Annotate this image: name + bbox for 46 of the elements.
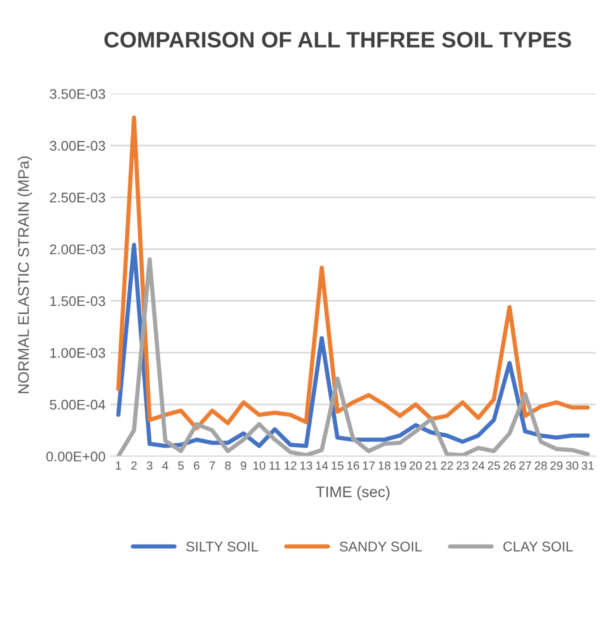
x-tick-label: 16	[347, 461, 360, 470]
x-tick-label: 18	[378, 461, 390, 470]
x-axis-title: TIME (sec)	[316, 486, 390, 500]
y-tick-label: 2.50E-03	[50, 192, 106, 202]
legend-label: SANDY SOIL	[340, 542, 422, 552]
x-tick-label: 3	[146, 461, 152, 470]
y-tick-label: 0.00E+00	[46, 452, 106, 462]
chart-title: COMPARISON OF ALL THFREE SOIL TYPES	[104, 32, 572, 48]
x-tick-label: 7	[210, 462, 215, 470]
y-tick-label: 1.50E-03	[50, 296, 106, 306]
x-tick-label: 2	[131, 461, 137, 470]
y-tick-label: 3.50E-03	[50, 89, 106, 99]
y-axis-title: NORMAL ELASTIC STRAIN (MPa)	[18, 156, 32, 394]
x-tick-label: 10	[254, 461, 266, 470]
x-tick-label: 24	[472, 461, 484, 470]
x-tick-label: 1	[116, 462, 122, 470]
x-tick-label: 19	[394, 461, 406, 470]
x-tick-label: 12	[284, 461, 296, 470]
x-tick-label: 27	[519, 461, 532, 470]
y-tick-label: 5.00E-04	[50, 400, 106, 410]
x-tick-label: 20	[410, 461, 422, 470]
x-tick-label: 17	[363, 462, 375, 470]
legend-label: CLAY SOIL	[503, 542, 573, 552]
x-tick-label: 30	[566, 461, 578, 470]
x-tick-label: 26	[504, 461, 516, 470]
x-tick-label: 11	[270, 462, 280, 470]
y-tick-label: 1.00E-03	[50, 348, 106, 358]
x-tick-label: 4	[162, 462, 168, 470]
x-tick-label: 8	[225, 461, 231, 470]
x-tick-label: 15	[332, 462, 344, 470]
x-tick-label: 6	[194, 461, 200, 470]
y-tick-label: 3.00E-03	[50, 140, 106, 151]
x-tick-label: 22	[440, 461, 453, 470]
x-tick-label: 23	[456, 461, 469, 470]
x-tick-label: 13	[300, 461, 312, 470]
x-tick-label: 29	[550, 461, 562, 470]
x-tick-label: 28	[534, 461, 547, 470]
x-tick-label: 21	[425, 461, 438, 470]
x-tick-label: 31	[582, 461, 594, 470]
y-tick-label: 2.00E-03	[50, 244, 106, 254]
legend-label: SILTY SOIL	[186, 542, 258, 552]
x-tick-label: 14	[316, 462, 328, 470]
x-tick-label: 5	[178, 462, 184, 470]
line-series	[116, 115, 590, 430]
x-tick-label: 25	[488, 461, 500, 470]
x-tick-label: 9	[240, 461, 246, 470]
